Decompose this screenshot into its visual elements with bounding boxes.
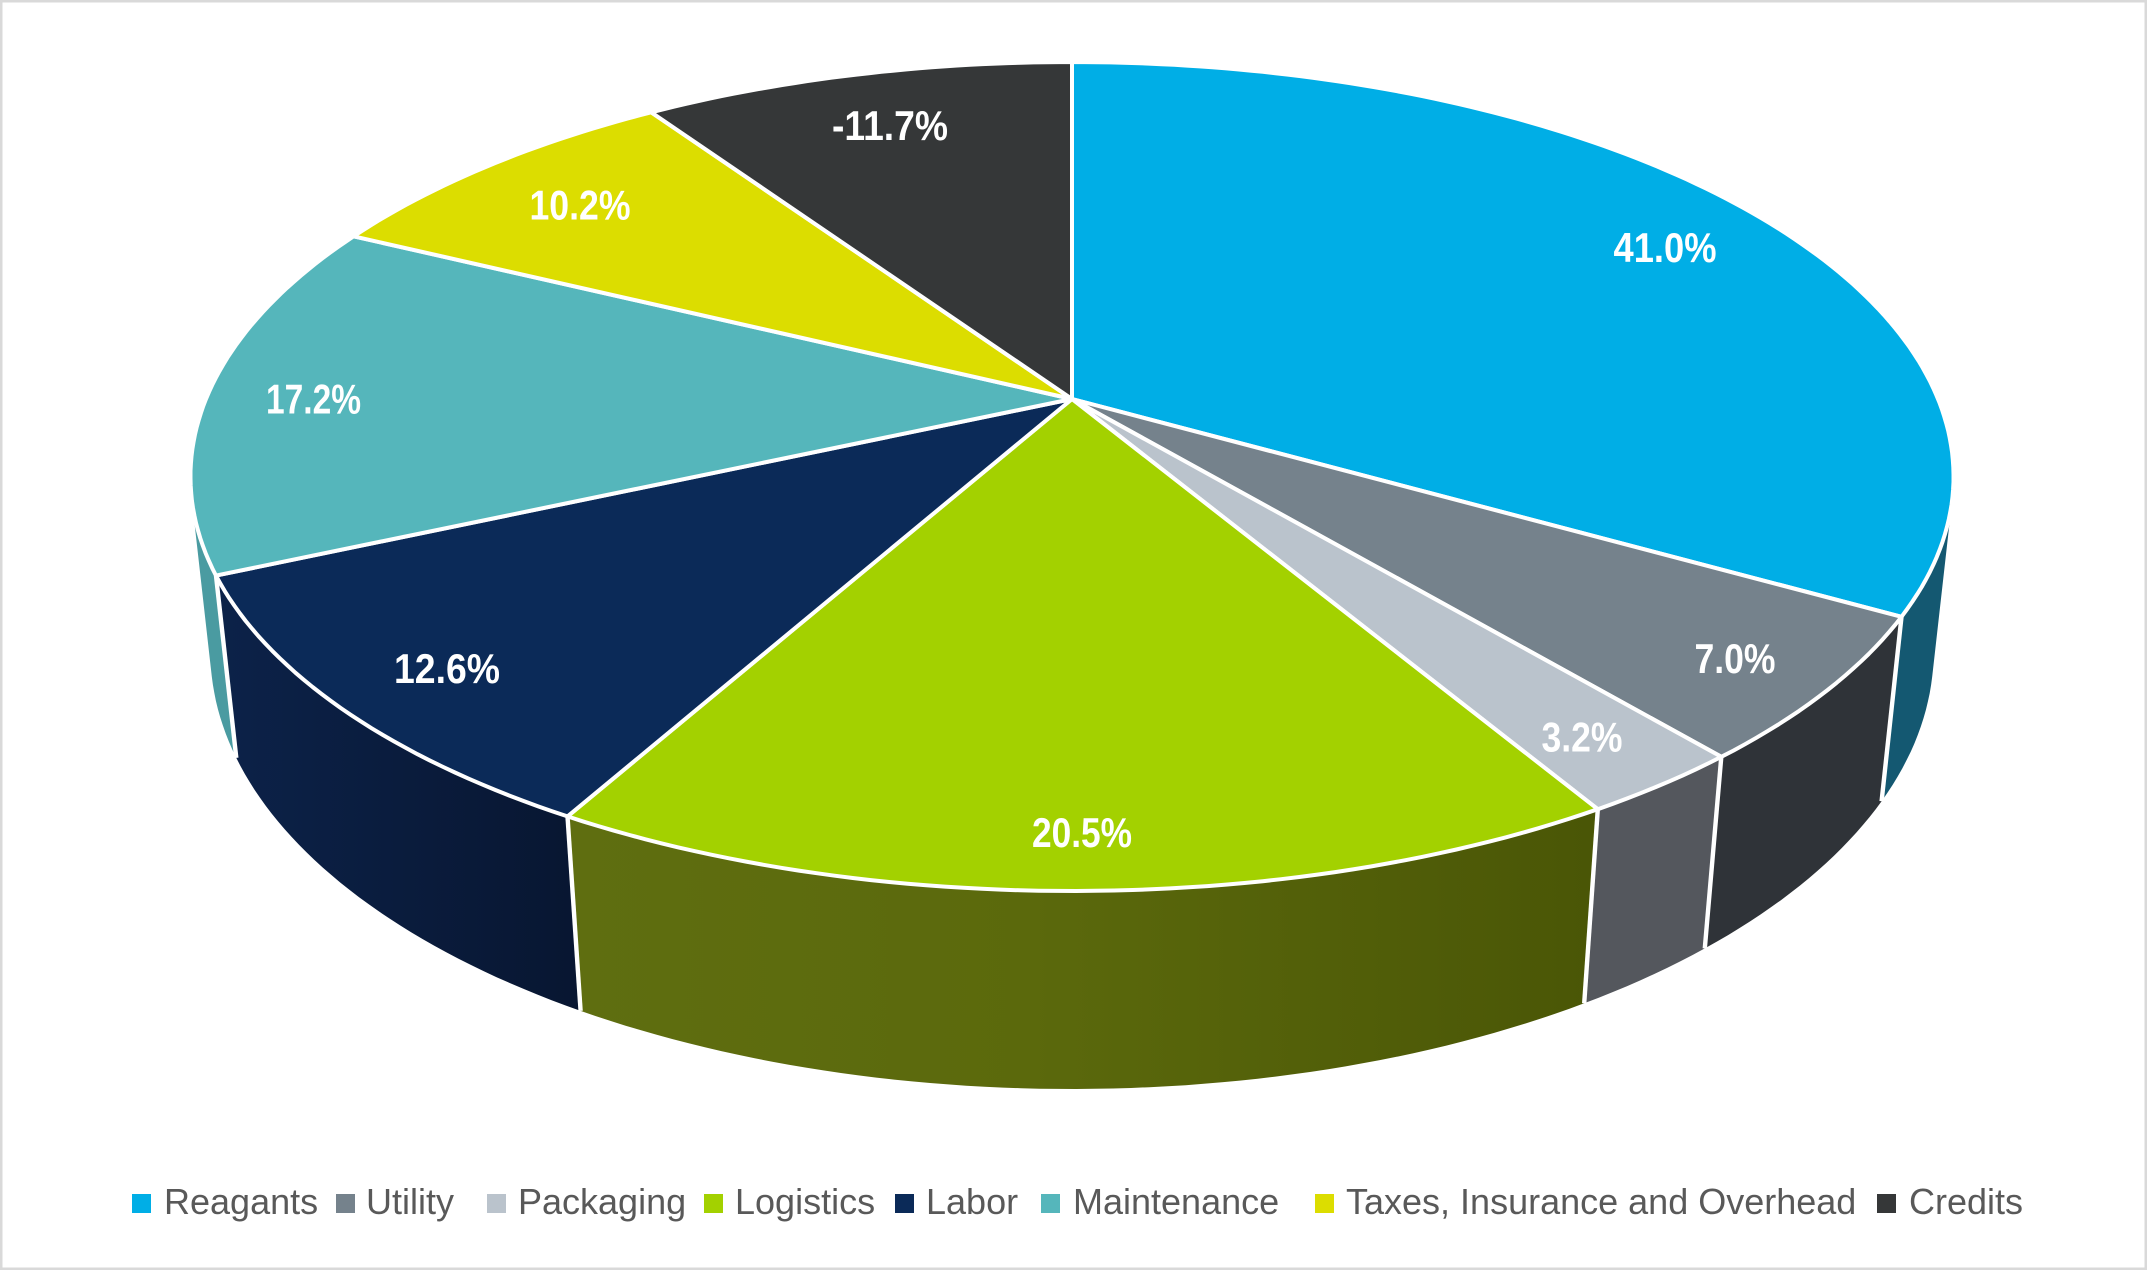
svg-text:12.6%: 12.6%: [394, 645, 500, 692]
svg-text:-11.7%: -11.7%: [832, 102, 948, 149]
svg-text:7.0%: 7.0%: [1695, 635, 1776, 682]
svg-text:17.2%: 17.2%: [266, 376, 361, 423]
svg-text:20.5%: 20.5%: [1032, 809, 1132, 856]
svg-text:3.2%: 3.2%: [1542, 714, 1623, 761]
svg-text:41.0%: 41.0%: [1614, 224, 1717, 271]
svg-text:10.2%: 10.2%: [530, 181, 631, 228]
